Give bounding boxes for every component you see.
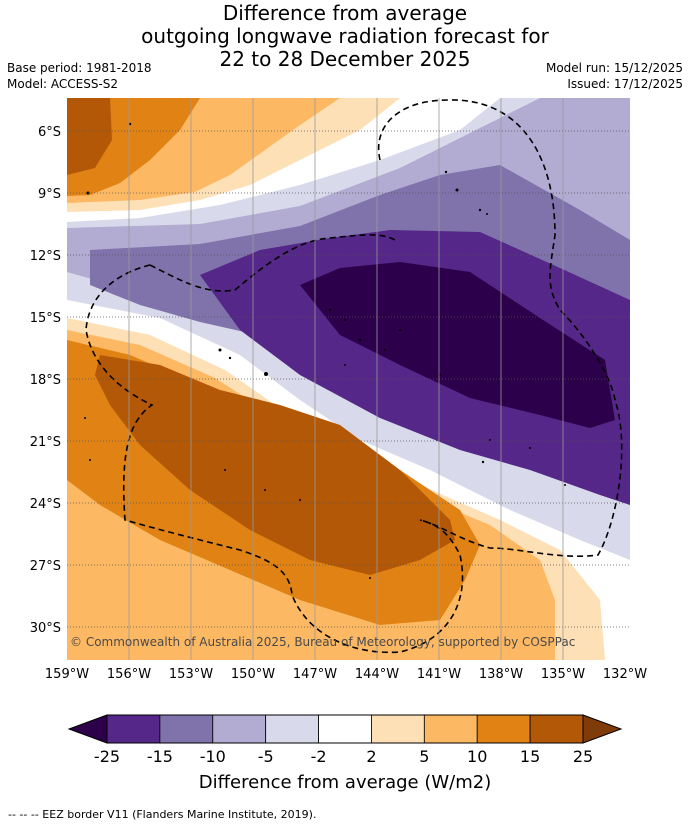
eez-border-east [377,99,623,558]
lon-label-138w: 138°W [479,667,523,682]
lon-label-135w: 135°W [541,667,585,682]
lon-label-144w: 144°W [355,667,399,682]
contour-core-25to15 [300,262,615,428]
lon-gridlines [128,98,564,660]
eez-border-central [149,234,396,292]
lon-label-141w: 141°W [417,667,461,682]
colorbar-cells [106,714,584,744]
contour-nw-15to25 [67,98,112,175]
colorbar-tick-label: -2 [311,747,327,766]
map-title: Difference from average outgoing longwav… [0,2,690,71]
lon-label-147w: 147°W [293,667,337,682]
lat-label-6s: 6°S [38,125,61,140]
map-field [67,98,630,660]
lon-label-150w: 150°W [231,667,275,682]
colorbar-cell [318,714,372,744]
colorbar-frame [106,714,584,744]
lon-label-159w: 159°W [45,667,89,682]
colorbar-cell [265,714,319,744]
title-line-1: Difference from average [222,1,468,25]
colorbar-tick-label: -25 [94,747,120,766]
lon-label-153w: 153°W [169,667,213,682]
lat-label-15s: 15°S [30,311,61,326]
meta-left: Base period: 1981-2018 Model: ACCESS-S2 [7,60,152,92]
colorbar-cell [159,714,214,744]
lat-label-24s: 24°S [30,497,61,512]
colorbar-cell [371,714,425,744]
colorbar-cell [476,714,531,744]
lat-gridlines [67,130,630,628]
colorbar-tick-label: 15 [520,747,540,766]
colorbar-arrow-low [67,714,108,744]
colorbar-tick-label: 25 [573,747,593,766]
base-period: Base period: 1981-2018 [7,61,152,75]
lon-label-132w: 132°W [603,667,647,682]
eez-footnote: -- -- -- EEZ border V11 (Flanders Marine… [8,808,317,821]
islands [84,122,566,579]
colorbar-tick-label: 5 [419,747,429,766]
title-line-3: 22 to 28 December 2025 [219,47,471,71]
colorbar-ticks: -25 -15 -10 -5 -2 2 5 10 15 25 [94,747,593,766]
colorbar: -25 -15 -10 -5 -2 2 5 10 15 25 Difference from av… [67,714,623,793]
meta-right: Model run: 15/12/2025 Issued: 17/12/2025 [546,60,683,92]
lat-label-18s: 18°S [30,373,61,388]
lat-label-30s: 30°S [30,621,61,636]
lon-labels: 159°W 156°W 153°W 150°W 147°W 144°W 141°… [45,667,647,682]
lat-labels: 6°S 9°S 12°S 15°S 18°S 21°S 24°S 27°S 30… [30,125,61,636]
colorbar-cell [106,714,161,744]
contour-sw-15to25 [95,355,455,575]
lat-label-9s: 9°S [38,187,61,202]
colorbar-label: Difference from average (W/m2) [199,772,491,793]
lat-label-27s: 27°S [30,559,61,574]
colorbar-tick-label: -5 [258,747,274,766]
colorbar-cell [423,714,478,744]
lat-label-21s: 21°S [30,435,61,450]
title-line-2: outgoing longwave radiation forecast for [141,24,549,48]
lat-label-12s: 12°S [30,249,61,264]
model-name: Model: ACCESS-S2 [7,77,119,91]
eez-border-west [85,264,464,654]
colorbar-tick-label: -10 [200,747,226,766]
colorbar-cell [212,714,267,744]
colorbar-tick-label: 2 [366,747,376,766]
issued-date: Issued: 17/12/2025 [567,77,683,91]
colorbar-cell [529,714,584,744]
colorbar-arrow-high [582,714,623,744]
model-run: Model run: 15/12/2025 [545,61,683,75]
colorbar-tick-label: -15 [147,747,173,766]
lon-label-156w: 156°W [107,667,151,682]
colorbar-tick-label: 10 [467,747,487,766]
copyright-text: © Commonwealth of Australia 2025, Bureau… [70,635,575,649]
